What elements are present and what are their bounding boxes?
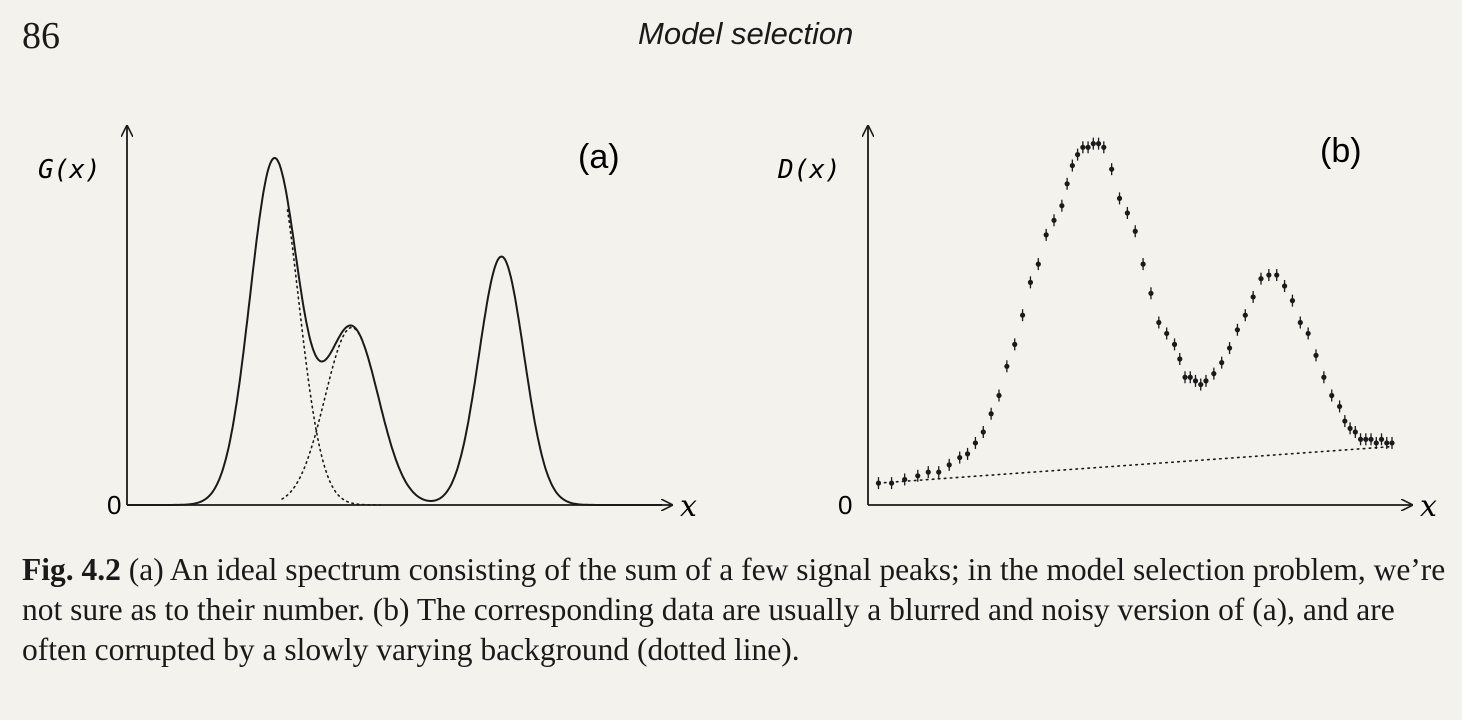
page-number: 86 (22, 15, 60, 57)
panel-a-xlabel: x (680, 489, 697, 524)
data-point (1266, 269, 1272, 282)
data-point (1059, 199, 1065, 212)
panel-b-data-points (875, 137, 1395, 490)
data-point (1281, 280, 1288, 292)
data-point (936, 466, 942, 479)
data-point (1090, 137, 1096, 150)
data-point (1101, 141, 1107, 154)
caption-text: (a) An ideal spectrum consisting of the … (22, 552, 1446, 667)
data-point (1109, 163, 1115, 176)
panel-a-origin: 0 (107, 490, 121, 520)
data-point (1085, 141, 1091, 154)
data-point (1075, 148, 1081, 161)
panel-a-peak1-dotted (286, 209, 385, 506)
data-point (964, 447, 971, 460)
data-point (1347, 422, 1353, 435)
data-point (1192, 374, 1199, 387)
data-point (875, 477, 882, 490)
data-point (1242, 309, 1248, 322)
figure-4-2: (a) G(x) x 0 (b) D(x) x 0 (38, 0, 1437, 524)
data-point (1211, 367, 1217, 380)
data-point (1363, 433, 1369, 446)
data-point (1080, 141, 1086, 154)
data-point (1342, 415, 1348, 428)
data-point (1035, 258, 1041, 271)
data-point (957, 451, 963, 464)
panel-a: (a) G(x) x 0 (38, 126, 697, 524)
data-point (1313, 349, 1319, 362)
data-point (1012, 338, 1018, 351)
data-point (1203, 374, 1209, 387)
data-point (1368, 433, 1374, 446)
data-point (888, 477, 895, 490)
data-point (1357, 433, 1364, 446)
data-point (972, 436, 979, 449)
panel-a-sum-curve (127, 156, 662, 506)
data-point (1226, 342, 1233, 355)
data-point (980, 426, 986, 438)
data-point (1373, 436, 1379, 449)
data-point (1069, 159, 1075, 172)
data-point (1164, 327, 1170, 340)
data-point (1305, 327, 1311, 340)
panel-a-label: (a) (578, 138, 620, 176)
data-point (925, 466, 931, 479)
data-point (1148, 287, 1154, 300)
data-point (988, 407, 994, 420)
data-point (1329, 389, 1335, 402)
panel-b-label: (b) (1320, 132, 1362, 170)
data-point (1124, 207, 1130, 219)
data-point (1384, 436, 1390, 449)
data-point (1289, 294, 1296, 307)
panel-b: (b) D(x) x 0 (777, 126, 1437, 524)
data-point (1250, 290, 1256, 303)
data-point (1219, 356, 1225, 369)
data-point (1378, 433, 1385, 446)
figure-label: Fig. 4.2 (22, 552, 121, 587)
data-point (1389, 436, 1395, 449)
data-point (1156, 316, 1162, 329)
data-point (1116, 192, 1123, 205)
data-point (1064, 177, 1070, 190)
panel-a-peak2-dotted (281, 326, 364, 500)
running-title: Model selection (638, 16, 854, 51)
data-point (1132, 225, 1138, 238)
data-point (1337, 400, 1343, 413)
data-point (1182, 371, 1188, 384)
panel-b-origin: 0 (838, 490, 852, 520)
data-point (1274, 269, 1280, 282)
data-point (1297, 316, 1303, 329)
data-point (1004, 360, 1010, 373)
data-point (1171, 338, 1178, 351)
data-point (1321, 371, 1327, 384)
data-point (946, 458, 952, 471)
data-point (1187, 371, 1193, 384)
data-point (1043, 228, 1049, 241)
data-point (1198, 378, 1204, 391)
panel-b-xlabel: x (1420, 489, 1437, 524)
panel-b-ylabel: D(x) (777, 155, 841, 185)
data-point (1027, 276, 1034, 289)
data-point (1019, 309, 1026, 322)
data-point (1095, 137, 1102, 150)
data-point (915, 469, 921, 482)
data-point (1258, 272, 1264, 285)
data-point (1140, 258, 1146, 271)
data-point (1234, 323, 1241, 336)
panel-b-background-dotted (877, 445, 1393, 484)
data-point (996, 389, 1002, 402)
data-point (902, 473, 908, 486)
figure-caption: Fig. 4.2 (a) An ideal spectrum consistin… (22, 550, 1452, 670)
data-point (1051, 214, 1057, 227)
data-point (1352, 426, 1358, 438)
panel-a-ylabel: G(x) (38, 155, 101, 185)
data-point (1177, 353, 1183, 365)
